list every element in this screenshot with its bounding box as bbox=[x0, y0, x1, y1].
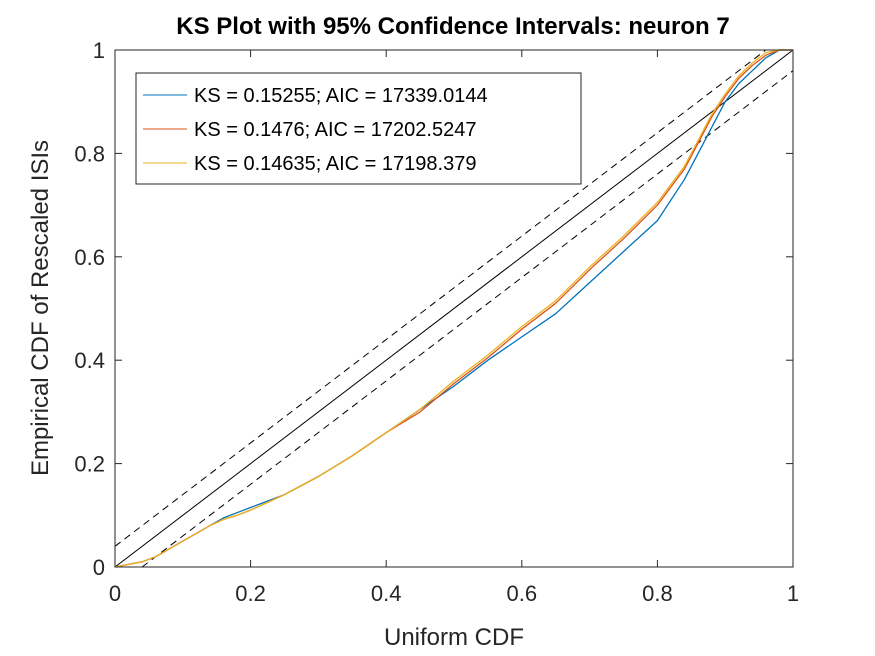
legend-entry-1: KS = 0.1476; AIC = 17202.5247 bbox=[194, 119, 476, 141]
y-tick-label: 0.4 bbox=[74, 348, 105, 373]
y-tick-label: 1 bbox=[93, 38, 105, 63]
lower-bound-line bbox=[141, 70, 794, 568]
axes-frame bbox=[114, 49, 794, 568]
upper-bound-line bbox=[114, 49, 767, 547]
x-tick-label: 0.4 bbox=[371, 581, 402, 606]
legend-box bbox=[135, 72, 582, 185]
x-axis-label: Uniform CDF bbox=[384, 624, 524, 651]
legend: KS = 0.15255; AIC = 17339.0144 KS = 0.14… bbox=[135, 72, 582, 185]
x-tick-label: 0.6 bbox=[507, 581, 538, 606]
x-tick-label: 0.8 bbox=[642, 581, 673, 606]
series-line-2 bbox=[114, 49, 793, 568]
x-tick-label: 1 bbox=[787, 581, 799, 606]
y-tick-label: 0 bbox=[93, 555, 105, 580]
y-tick-label: 0.6 bbox=[74, 245, 105, 270]
y-tick-label: 0.8 bbox=[74, 141, 105, 166]
diagonal-line bbox=[114, 49, 794, 568]
y-tick-label: 0.2 bbox=[74, 452, 105, 477]
x-tick-label: 0.2 bbox=[235, 581, 266, 606]
chart-title: KS Plot with 95% Confidence Intervals: n… bbox=[176, 13, 729, 40]
x-tick-label: 0 bbox=[109, 581, 121, 606]
y-axis-label: Empirical CDF of Rescaled ISIs bbox=[27, 140, 54, 476]
legend-entry-2: KS = 0.14635; AIC = 17198.379 bbox=[194, 153, 476, 175]
legend-entry-0: KS = 0.15255; AIC = 17339.0144 bbox=[194, 85, 488, 107]
